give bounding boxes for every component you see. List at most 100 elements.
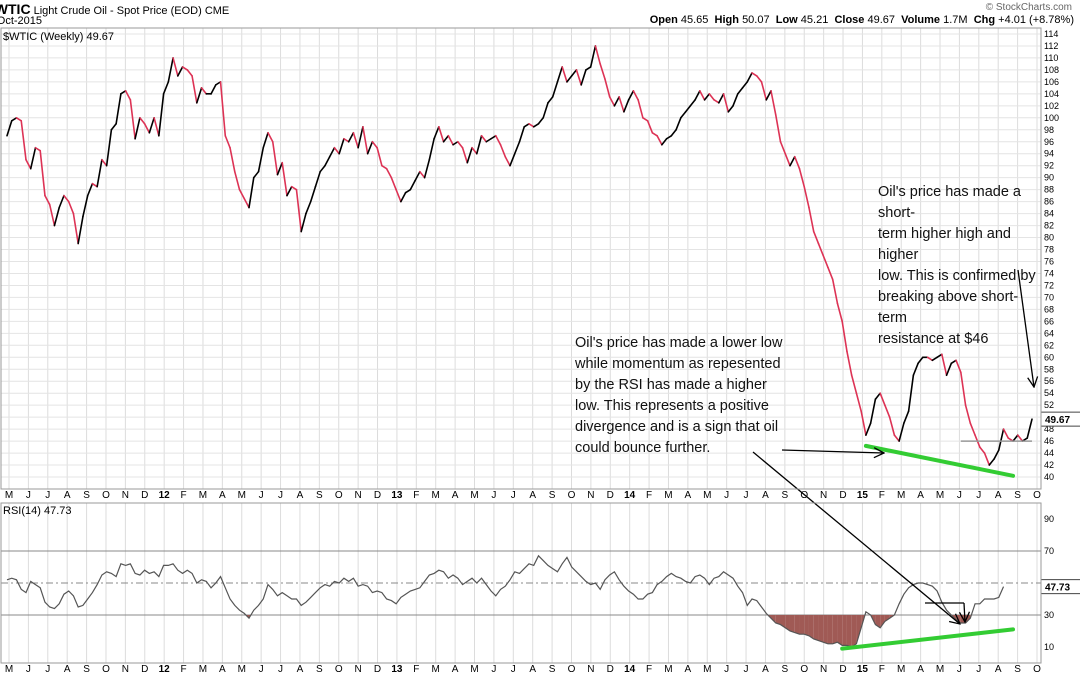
price-line-segment [447,134,454,146]
price-line-segment [248,176,255,209]
price-line-segment [186,69,193,77]
price-line-segment [912,362,919,377]
price-line-segment [343,137,350,143]
price-line-segment [53,206,60,227]
price-line-segment [969,422,976,436]
rsi-fill-segment [880,615,885,628]
price-y-tick-label: 68 [1044,304,1054,314]
x-tick-label: M [664,490,672,501]
x-tick-label: A [917,490,924,501]
x-tick-label: J [45,490,50,501]
low-label: Low [775,14,798,26]
x-tick-label: A [297,490,304,501]
price-line-segment [25,158,32,170]
price-line-segment [295,188,303,233]
price-line-segment [6,119,13,137]
x-tick-label: N [820,664,827,675]
price-line-segment [101,158,108,167]
watermark: © StockCharts.com [985,2,1072,13]
rsi-fill-segment [818,615,824,643]
x-tick-label: S [316,664,323,675]
rsi-fill-segment [842,615,847,646]
price-line-segment [931,356,938,362]
price-y-axis: 114 112 110 108 106 104 102 100 98 96 94 92 90 88 86 84… [1040,29,1080,482]
price-line-segment [139,117,146,125]
price-line-segment [556,66,564,83]
price-line-segment [855,392,862,412]
price-line-segment [561,66,568,83]
price-line-segment [964,404,972,424]
x-tick-label: F [879,490,885,501]
x-tick-label: M [199,490,207,501]
price-line-segment [575,69,582,86]
price-line-segment [793,155,801,170]
price-line-segment [604,78,611,98]
rsi-last-value-label: 47.73 [1045,583,1070,594]
x-tick-label: M [5,664,13,675]
price-line-segment [286,185,293,197]
high-value: 50.07 [742,14,770,26]
price-line-segment [770,90,777,116]
price-line-segment [812,230,820,245]
price-y-tick-label: 96 [1044,137,1054,147]
x-tick-label: S [782,664,789,675]
price-panel-title: $WTIC (Weekly) 49.67 [3,31,114,43]
x-tick-label: A [452,664,459,675]
price-line-segment [936,353,943,359]
x-tick-label: M [470,490,478,501]
x-tick-label: N [587,490,594,501]
annotation-line: resistance at $46 [878,331,989,347]
rsi-fill-segment [794,615,800,635]
price-line-segment [352,131,359,149]
price-line-segment [333,146,340,155]
x-tick-label: O [102,490,110,501]
price-y-tick-label: 112 [1044,41,1058,51]
rsi-support-line [840,627,1016,651]
price-line-segment [623,99,630,113]
price-line-segment [120,90,127,95]
price-y-tick-label: 106 [1044,77,1059,87]
x-tick-label: J [511,664,516,675]
x-tick-label: S [549,664,556,675]
price-line-segment [642,117,649,122]
price-y-tick-label: 94 [1044,149,1054,159]
x-tick-label: J [957,490,962,501]
price-y-tick-label: 90 [1044,173,1054,183]
x-tick-label: 15 [857,490,869,501]
price-line-segment [257,146,265,173]
price-line-segment [134,117,141,140]
price-line-segment [718,93,725,104]
x-tick-label: N [820,490,827,501]
ticker-description: Light Crude Oil - Spot Price (EOD) [33,5,202,17]
price-line-segment [708,93,715,101]
price-line-segment [570,69,578,77]
x-tick-label: S [83,490,90,501]
rsi-y-tick-label: 30 [1044,610,1054,620]
price-line-segment [898,422,905,442]
low-value: 45.21 [800,14,829,26]
price-y-tick-label: 74 [1044,268,1054,278]
x-tick-label: A [762,490,769,501]
x-tick-label: F [879,664,885,675]
x-tick-label: O [1033,664,1041,675]
price-line-segment [238,188,246,200]
price-line-segment [979,446,986,454]
price-line-segment [34,146,42,152]
price-line-segment [67,200,75,215]
x-tick-label: A [452,490,459,501]
price-line-segment [893,434,900,442]
x-tick-label: J [45,664,50,675]
price-line-segment [817,242,825,257]
x-tick-label: 14 [624,664,636,675]
price-line-segment [404,188,412,194]
rsi-line [6,554,1005,648]
x-tick-label: J [957,664,962,675]
high-label: High [714,14,739,26]
price-line-segment [784,152,791,167]
price-line-segment [746,72,753,83]
price-line-segment [319,164,326,173]
price-line-segment [585,66,592,71]
x-tick-label: M [470,664,478,675]
ticker-exchange: CME [204,5,230,17]
price-line-segment [765,90,772,101]
